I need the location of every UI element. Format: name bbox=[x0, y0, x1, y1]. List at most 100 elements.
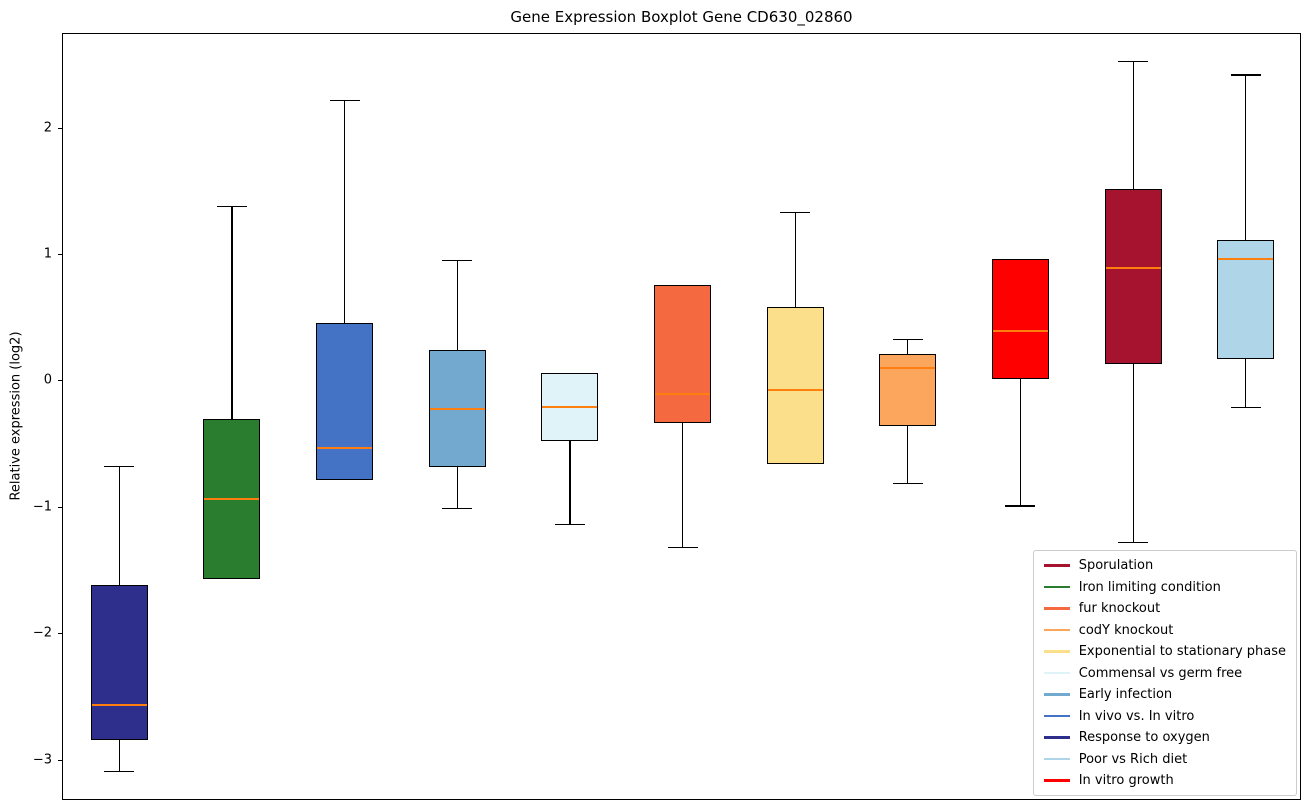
upper-whisker bbox=[907, 338, 909, 354]
y-tick-mark bbox=[58, 506, 62, 508]
legend-item: Early infection bbox=[1043, 686, 1286, 703]
median-line bbox=[1105, 266, 1161, 269]
legend: Sporulation Iron limiting condition fur kn… bbox=[1032, 550, 1297, 796]
upper-whisker-cap bbox=[442, 260, 473, 262]
legend-swatch bbox=[1043, 564, 1070, 567]
legend-label: codY knockout bbox=[1078, 622, 1174, 638]
y-tick-mark bbox=[58, 380, 62, 382]
boxplot-box bbox=[654, 285, 711, 424]
median-line bbox=[992, 329, 1048, 332]
legend-label: fur knockout bbox=[1078, 601, 1161, 616]
y-tick-mark bbox=[58, 633, 62, 635]
y-tick-label: −1 bbox=[32, 499, 52, 515]
y-tick-label: 2 bbox=[43, 120, 52, 136]
lower-whisker bbox=[1132, 363, 1134, 542]
legend-item: Iron limiting condition bbox=[1043, 579, 1286, 596]
legend-item: In vitro growth bbox=[1043, 772, 1286, 789]
y-axis-label: Relative expression (log2) bbox=[8, 331, 24, 501]
lower-whisker-cap bbox=[1118, 541, 1149, 544]
legend-item: In vivo vs. In vitro bbox=[1043, 708, 1286, 725]
upper-whisker bbox=[456, 260, 458, 350]
lower-whisker bbox=[1019, 378, 1022, 506]
median-line bbox=[542, 405, 598, 408]
lower-whisker-cap bbox=[104, 770, 135, 772]
median-line bbox=[91, 703, 147, 706]
legend-label: In vitro growth bbox=[1078, 773, 1174, 788]
legend-item: Response to oxygen bbox=[1043, 729, 1286, 746]
legend-swatch bbox=[1043, 714, 1070, 718]
legend-swatch bbox=[1043, 757, 1070, 761]
boxplot-box bbox=[316, 323, 374, 481]
boxplot-box bbox=[90, 584, 148, 741]
legend-label: Sporulation bbox=[1078, 558, 1154, 573]
lower-whisker bbox=[682, 423, 684, 547]
legend-swatch bbox=[1043, 650, 1070, 653]
lower-whisker bbox=[118, 740, 120, 771]
upper-whisker-cap bbox=[1230, 74, 1261, 76]
chart-title: Gene Expression Boxplot Gene CD630_02860 bbox=[510, 8, 853, 26]
legend-swatch bbox=[1043, 628, 1070, 632]
legend-swatch bbox=[1043, 693, 1070, 696]
upper-whisker bbox=[1245, 74, 1247, 240]
upper-whisker-cap bbox=[892, 338, 923, 340]
y-tick-label: 0 bbox=[43, 372, 52, 388]
upper-whisker-cap bbox=[1118, 60, 1149, 62]
upper-whisker-cap bbox=[329, 99, 360, 101]
legend-item: Commensal vs germ free bbox=[1043, 665, 1286, 682]
median-line bbox=[1218, 257, 1274, 260]
legend-label: Exponential to stationary phase bbox=[1078, 644, 1286, 659]
boxplot-box bbox=[991, 258, 1049, 379]
legend-label: Response to oxygen bbox=[1078, 730, 1210, 745]
boxplot-box bbox=[879, 353, 937, 426]
legend-swatch bbox=[1043, 671, 1070, 675]
lower-whisker-cap bbox=[554, 524, 585, 526]
lower-whisker-cap bbox=[892, 482, 923, 484]
median-line bbox=[204, 498, 260, 500]
legend-item: Exponential to stationary phase bbox=[1043, 643, 1286, 660]
upper-whisker-cap bbox=[104, 466, 135, 468]
lower-whisker-cap bbox=[667, 547, 698, 549]
plot-area: Sporulation Iron limiting condition fur kn… bbox=[62, 33, 1301, 800]
y-tick-mark bbox=[58, 759, 62, 761]
median-line bbox=[767, 389, 823, 392]
legend-item: Poor vs Rich diet bbox=[1043, 751, 1286, 768]
y-tick-label: 1 bbox=[43, 246, 52, 262]
legend-label: In vivo vs. In vitro bbox=[1078, 708, 1195, 724]
lower-whisker bbox=[1245, 358, 1247, 407]
legend-swatch bbox=[1043, 736, 1070, 739]
y-tick-mark bbox=[58, 254, 62, 256]
lower-whisker-cap bbox=[1230, 406, 1261, 408]
lower-whisker bbox=[569, 440, 571, 525]
upper-whisker-cap bbox=[216, 205, 247, 208]
upper-whisker bbox=[231, 205, 233, 420]
legend-swatch bbox=[1043, 779, 1070, 782]
median-line bbox=[880, 366, 936, 369]
upper-whisker bbox=[1132, 60, 1134, 190]
boxplot-box bbox=[1104, 189, 1162, 364]
legend-item: codY knockout bbox=[1043, 622, 1286, 639]
y-tick-mark bbox=[58, 127, 62, 129]
upper-whisker-cap bbox=[780, 212, 811, 214]
legend-swatch bbox=[1043, 585, 1070, 589]
lower-whisker bbox=[907, 425, 909, 483]
legend-item: fur knockout bbox=[1043, 600, 1286, 617]
lower-whisker-cap bbox=[1005, 505, 1036, 507]
median-line bbox=[317, 447, 373, 450]
y-tick-label: −3 bbox=[32, 752, 52, 768]
upper-whisker bbox=[344, 99, 346, 324]
legend-swatch bbox=[1043, 607, 1070, 610]
y-tick-label: −2 bbox=[32, 625, 52, 641]
legend-label: Early infection bbox=[1078, 687, 1173, 702]
lower-whisker bbox=[456, 467, 458, 508]
median-line bbox=[655, 393, 710, 396]
upper-whisker bbox=[794, 212, 796, 307]
legend-label: Poor vs Rich diet bbox=[1078, 751, 1188, 767]
lower-whisker-cap bbox=[442, 507, 473, 510]
legend-label: Commensal vs germ free bbox=[1078, 665, 1243, 681]
boxplot-box bbox=[766, 306, 824, 464]
upper-whisker bbox=[118, 466, 120, 585]
median-line bbox=[429, 408, 485, 411]
legend-label: Iron limiting condition bbox=[1078, 579, 1221, 595]
legend-item: Sporulation bbox=[1043, 557, 1286, 574]
